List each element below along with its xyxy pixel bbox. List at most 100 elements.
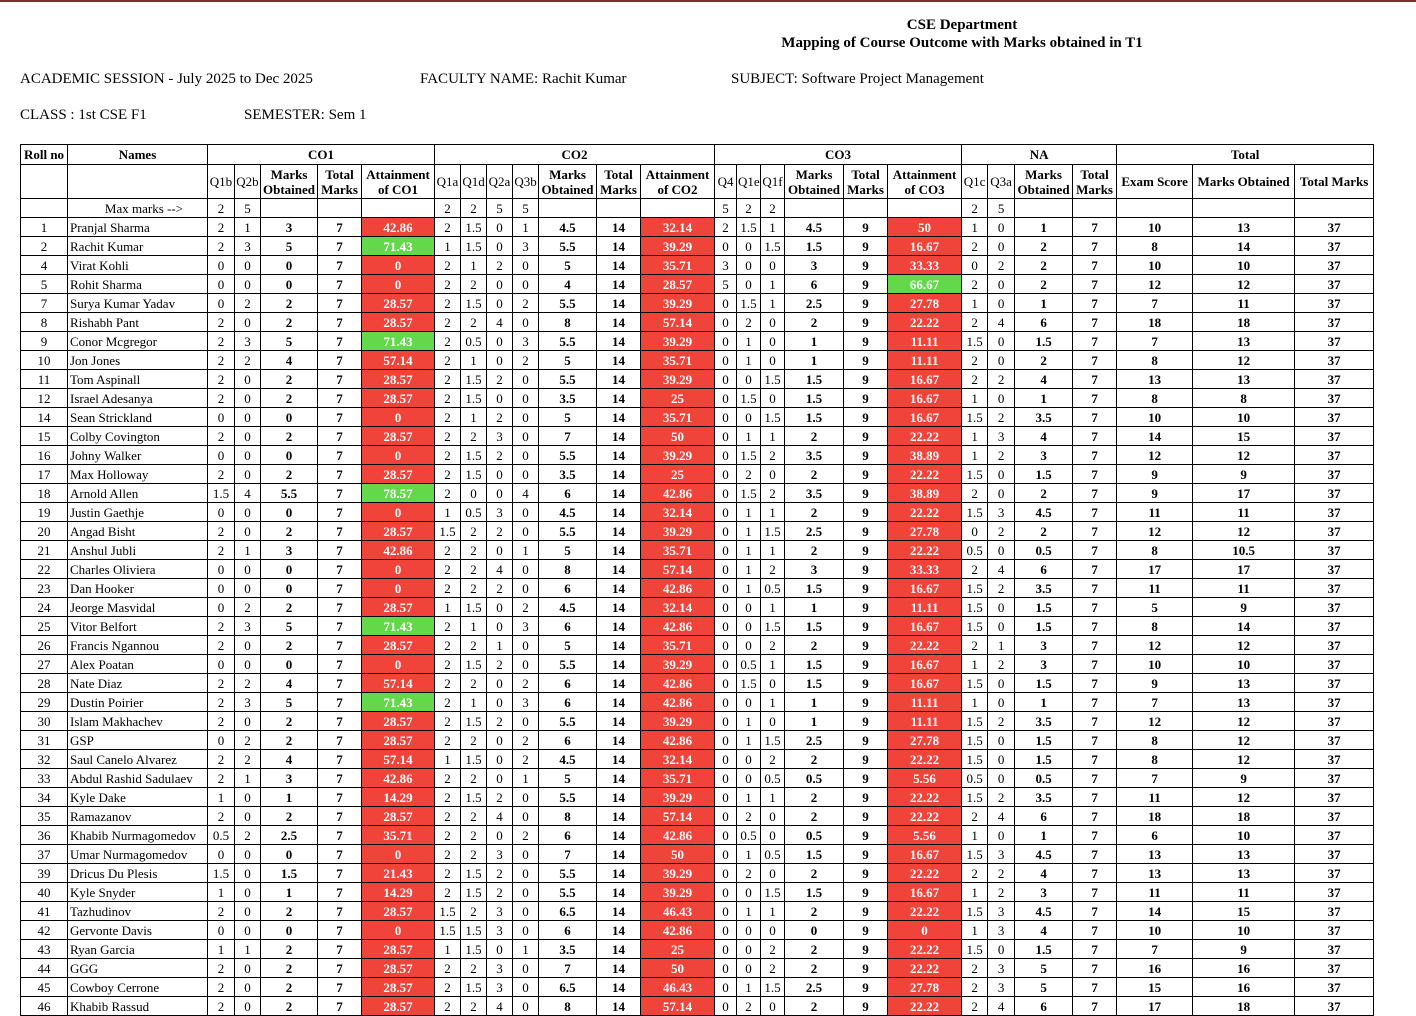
roll-no: 29 [20,692,68,712]
na-q1c: 1.5 [961,616,989,636]
total-marks-obtained: 12 [1192,521,1296,541]
na-q1c: 2 [961,274,989,294]
student-name: Johny Walker [67,445,208,465]
co1-marks: 5 [260,616,318,636]
co2-marks: 5.5 [538,882,598,902]
co1-q1b: 2 [207,901,235,921]
total-marks-obtained: 12 [1192,749,1296,769]
total-marks-obtained: 8 [1192,388,1296,408]
co1-q1b: 2 [207,806,235,826]
col-co3-q1f: Q1f [760,164,786,199]
table-row: 11 Tom Aspinall 2 0 2 7 28.57 2 1.5 2 0 5.5 14 39.29 0… [20,369,1375,389]
co2-marks: 7 [538,426,598,446]
co2-attainment: 35.71 [640,255,716,275]
co1-q1b: 0 [207,920,235,940]
header-blank [20,164,68,199]
co2-q3b: 1 [512,217,540,237]
roll-no: 21 [20,540,68,560]
co2-q3b: 0 [512,464,540,484]
co3-attainment: 22.22 [887,958,963,978]
roll-no: 9 [20,331,68,351]
co1-q2b: 1 [234,768,261,788]
co2-q2a: 0 [486,350,514,370]
table-row: 23 Dan Hooker 0 0 0 7 0 2 2 2 0 6 14 42.86 0 1 0.5 1.5 9 16… [20,578,1375,598]
co2-q1d: 1.5 [460,293,488,313]
co2-q3b: 1 [512,540,540,560]
co1-marks: 0 [260,844,318,864]
co3-q1f: 1.5 [760,521,786,541]
header-blank [67,164,208,199]
na-total: 7 [1072,521,1118,541]
co2-q2a: 2 [486,863,514,883]
co1-total: 7 [317,293,362,313]
co2-q1a: 2 [434,483,462,503]
co1-total: 7 [317,635,362,655]
co2-q1d: 1.5 [460,977,488,997]
table-row: 19 Justin Gaethje 0 0 0 7 0 1 0.5 3 0 4.5 14 32.14 0 1 1… [20,502,1375,522]
co2-attainment: 42.86 [640,730,716,750]
roll-no: 7 [20,293,68,313]
co2-attainment: 39.29 [640,236,716,256]
student-name: Rishabh Pant [67,312,208,332]
roll-no: 42 [20,920,68,940]
student-name: Tazhudinov [67,901,208,921]
co1-q2b: 2 [234,673,261,693]
co2-q1d: 2 [460,578,488,598]
total-total-marks: 37 [1294,730,1375,750]
na-marks: 5 [1014,958,1074,978]
na-marks: 2 [1014,350,1074,370]
student-name: Arnold Allen [67,483,208,503]
na-q1c: 1 [961,217,989,237]
student-name: Dan Hooker [67,578,208,598]
exam-score: 10 [1116,407,1194,427]
co2-q1d: 1.5 [460,236,488,256]
na-total: 7 [1072,312,1118,332]
na-total: 7 [1072,331,1118,351]
co2-marks: 6 [538,825,598,845]
co1-attainment: 21.43 [360,863,436,883]
co2-q1d: 0.5 [460,502,488,522]
co1-marks: 5 [260,692,318,712]
co3-q1f: 1.5 [760,369,786,389]
na-q3a: 0 [987,540,1016,560]
co3-attainment: 16.67 [887,369,963,389]
co1-total: 7 [317,920,362,940]
table-row: 36 Khabib Nurmagomedov 0.5 2 2.5 7 35.71 2 2 0 2 6 1… [20,825,1375,845]
co3-q4: 0 [714,312,738,332]
co3-q1e: 0 [736,749,762,769]
total-total-marks: 37 [1294,369,1375,389]
na-q3a: 0 [987,464,1016,484]
co2-total: 14 [596,730,642,750]
max-blank [317,198,362,218]
na-total: 7 [1072,711,1118,731]
na-marks: 2 [1014,255,1074,275]
co3-total: 9 [843,464,889,484]
co1-marks: 1 [260,882,318,902]
co3-total: 9 [843,274,889,294]
na-q3a: 3 [987,901,1016,921]
co1-attainment: 42.86 [360,768,436,788]
co2-attainment: 28.57 [640,274,716,294]
co1-q2b: 3 [234,692,261,712]
co2-total: 14 [596,540,642,560]
co3-attainment: 22.22 [887,426,963,446]
na-q3a: 0 [987,597,1016,617]
na-q3a: 3 [987,920,1016,940]
co2-q1a: 2 [434,825,462,845]
na-total: 7 [1072,274,1118,294]
co3-total: 9 [843,521,889,541]
roll-no: 46 [20,996,68,1016]
co3-q4: 0 [714,635,738,655]
co1-q2b: 0 [234,521,261,541]
co3-attainment: 0 [887,920,963,940]
student-name: Khabib Rassud [67,996,208,1016]
co2-q2a: 4 [486,806,514,826]
co3-q1e: 0 [736,920,762,940]
exam-score: 12 [1116,274,1194,294]
co2-total: 14 [596,806,642,826]
co3-total: 9 [843,749,889,769]
exam-score: 7 [1116,293,1194,313]
co1-q2b: 3 [234,616,261,636]
co3-q1e: 2 [736,863,762,883]
co3-total: 9 [843,597,889,617]
